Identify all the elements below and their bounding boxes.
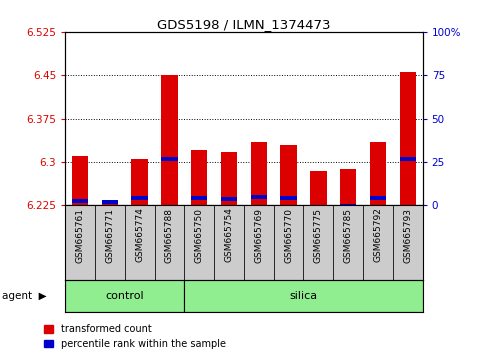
Bar <box>65 280 185 312</box>
Bar <box>370 142 386 205</box>
Text: agent  ▶: agent ▶ <box>2 291 47 301</box>
Text: GSM665788: GSM665788 <box>165 207 174 263</box>
Legend: transformed count, percentile rank within the sample: transformed count, percentile rank withi… <box>43 324 226 349</box>
Bar <box>125 205 155 280</box>
Bar <box>274 205 303 280</box>
Bar <box>340 204 356 208</box>
Bar <box>281 196 297 200</box>
Text: GSM665775: GSM665775 <box>314 207 323 263</box>
Bar <box>155 205 185 280</box>
Bar <box>72 156 88 205</box>
Bar <box>191 150 207 205</box>
Bar <box>102 200 118 205</box>
Text: GSM665769: GSM665769 <box>255 207 263 263</box>
Bar <box>393 205 423 280</box>
Bar <box>370 196 386 200</box>
Bar <box>65 205 95 280</box>
Bar <box>131 159 148 205</box>
Bar <box>251 142 267 205</box>
Bar <box>333 205 363 280</box>
Text: GSM665785: GSM665785 <box>344 207 353 263</box>
Bar <box>303 205 333 280</box>
Bar <box>221 197 237 201</box>
Bar <box>340 169 356 205</box>
Bar <box>161 157 178 161</box>
Bar <box>131 196 148 200</box>
Text: GSM665750: GSM665750 <box>195 207 204 263</box>
Text: GSM665754: GSM665754 <box>225 207 233 262</box>
Text: GSM665761: GSM665761 <box>76 207 85 263</box>
Text: GSM665770: GSM665770 <box>284 207 293 263</box>
Bar <box>244 205 274 280</box>
Bar <box>281 145 297 205</box>
Text: GSM665792: GSM665792 <box>373 207 383 262</box>
Title: GDS5198 / ILMN_1374473: GDS5198 / ILMN_1374473 <box>157 18 331 31</box>
Text: GSM665771: GSM665771 <box>105 207 114 263</box>
Text: GSM665793: GSM665793 <box>403 207 412 263</box>
Bar <box>310 171 327 205</box>
Bar <box>72 199 88 203</box>
Text: control: control <box>105 291 144 301</box>
Bar <box>399 157 416 161</box>
Bar <box>191 196 207 200</box>
Bar <box>185 205 214 280</box>
Bar <box>161 75 178 205</box>
Bar <box>221 152 237 205</box>
Text: GSM665774: GSM665774 <box>135 207 144 262</box>
Bar <box>102 201 118 205</box>
Bar <box>185 280 423 312</box>
Bar <box>251 195 267 199</box>
Bar <box>310 205 327 209</box>
Bar <box>95 205 125 280</box>
Bar <box>363 205 393 280</box>
Bar <box>214 205 244 280</box>
Text: silica: silica <box>289 291 317 301</box>
Bar <box>399 72 416 205</box>
